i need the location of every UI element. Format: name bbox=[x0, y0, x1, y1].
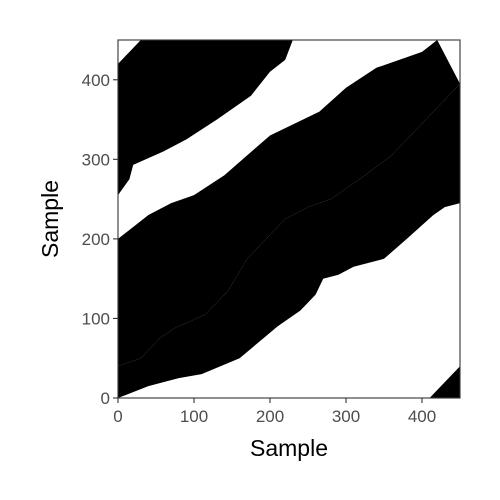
y-axis: 0 100 200 300 400 bbox=[82, 71, 118, 408]
recurrence-band-upper bbox=[118, 40, 293, 196]
panel-border bbox=[117, 39, 461, 399]
recurrence-band-corner bbox=[429, 366, 460, 398]
recurrence-regions bbox=[118, 40, 460, 398]
y-tick-label: 100 bbox=[82, 309, 110, 328]
y-tick-label: 300 bbox=[82, 150, 110, 169]
y-tick-label: 0 bbox=[101, 389, 110, 408]
x-tick-label: 200 bbox=[256, 407, 284, 426]
y-tick-label: 400 bbox=[82, 71, 110, 90]
x-tick-label: 100 bbox=[180, 407, 208, 426]
recurrence-band-diagonal bbox=[118, 40, 460, 367]
x-axis-title: Sample bbox=[250, 435, 328, 461]
recurrence-band-lower bbox=[118, 83, 460, 398]
x-tick-label: 0 bbox=[113, 407, 122, 426]
y-axis-title: Sample bbox=[37, 180, 63, 258]
x-tick-label: 400 bbox=[408, 407, 436, 426]
y-tick-label: 200 bbox=[82, 230, 110, 249]
x-axis: 0 100 200 300 400 bbox=[113, 398, 436, 426]
x-tick-label: 300 bbox=[332, 407, 360, 426]
